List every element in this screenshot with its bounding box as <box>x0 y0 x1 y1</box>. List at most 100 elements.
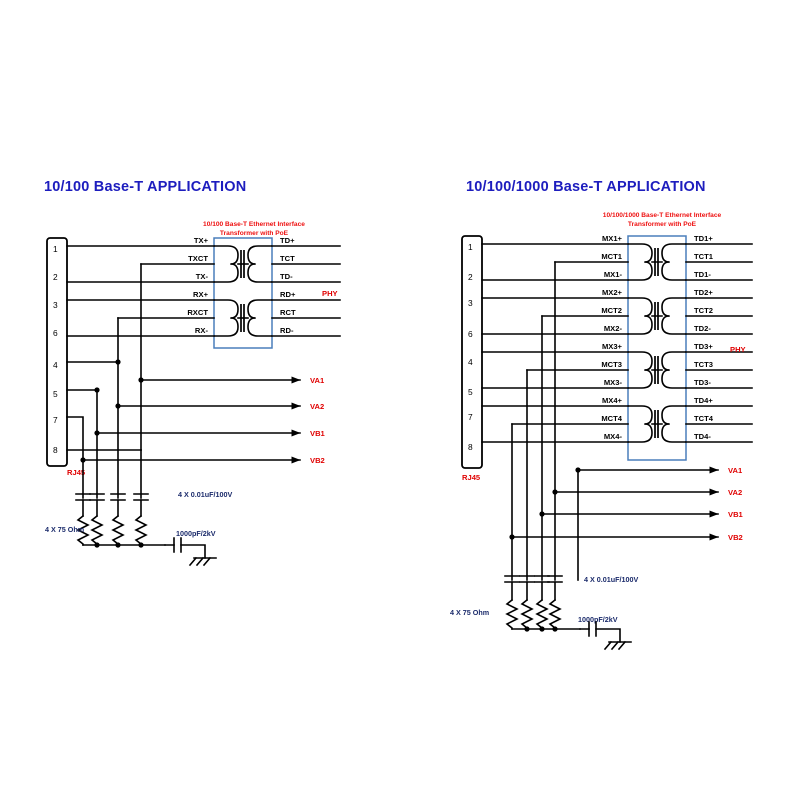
phy-label-left: PHY <box>322 289 338 298</box>
transformer-left-rx <box>213 299 273 337</box>
signal-right-tct4: TCT4 <box>694 414 714 423</box>
signal-left-rxct: RXCT <box>187 308 208 317</box>
signal-left-mx1-plus: MX1+ <box>602 234 623 243</box>
signal-left-tx-minus: TX- <box>196 272 209 281</box>
note-right-hvcap: 1000pF/2kV <box>578 615 618 624</box>
rail-label-right-va1: VA1 <box>728 466 743 475</box>
note-left-resistors: 4 X 75 Ohm <box>45 525 84 534</box>
signal-right-rct: RCT <box>280 308 296 317</box>
transformer-note-left-line2: Transformer with PoE <box>220 230 289 237</box>
junction-dot <box>539 511 545 517</box>
signal-left-mx2-plus: MX2+ <box>602 288 623 297</box>
pin-right-5: 5 <box>468 387 473 397</box>
signal-left-mx2-minus: MX2- <box>604 324 623 333</box>
pin-right-4: 4 <box>468 357 473 367</box>
pin-right-8: 8 <box>468 442 473 452</box>
pin-right-7: 7 <box>468 412 473 422</box>
junction-dot <box>115 403 121 409</box>
junction-dot <box>94 542 100 548</box>
signal-left-tx-plus: TX+ <box>194 236 209 245</box>
transformer-left-tx <box>213 245 273 283</box>
rail-label-right-vb2: VB2 <box>728 533 743 542</box>
page-title-right: 10/100/1000 Base-T APPLICATION <box>466 179 706 195</box>
signal-left-mx3-plus: MX3+ <box>602 342 623 351</box>
hv-capacitor-right <box>579 621 621 643</box>
transformer-note-right-line2: Transformer with PoE <box>628 221 697 228</box>
junction-dot <box>524 626 530 632</box>
signal-right-rd-minus: RD- <box>280 326 294 335</box>
junction-dot <box>552 489 558 495</box>
pin-right-6: 6 <box>468 329 473 339</box>
signal-right-tct3: TCT3 <box>694 360 713 369</box>
pin-left-2: 2 <box>53 272 58 282</box>
pin-left-5: 5 <box>53 389 58 399</box>
diagram-left: 10/100 Base-T APPLICATION 10/100 Base-T … <box>44 179 341 567</box>
transformer-right-3 <box>627 351 687 389</box>
junction-dot <box>552 626 558 632</box>
signal-right-td-minus: TD- <box>280 272 293 281</box>
junction-dot <box>94 387 100 393</box>
rj45-label-left: RJ45 <box>67 468 86 477</box>
note-left-caps: 4 X 0.01uF/100V <box>178 490 233 499</box>
signal-right-td4-minus: TD4- <box>694 432 711 441</box>
signal-left-txct: TXCT <box>188 254 208 263</box>
signal-right-tct: TCT <box>280 254 295 263</box>
pin-right-3: 3 <box>468 298 473 308</box>
signal-left-mct2: MCT2 <box>601 306 622 315</box>
phy-label-right: PHY <box>730 345 746 354</box>
transformer-box-left <box>213 237 273 349</box>
ground-symbol-right <box>603 640 632 651</box>
transformer-right-4 <box>627 405 687 443</box>
signal-right-td3-minus: TD3- <box>694 378 711 387</box>
pin-right-2: 2 <box>468 272 473 282</box>
junction-dot <box>115 542 121 548</box>
transformer-box-right <box>627 235 687 461</box>
junction-dot <box>138 542 144 548</box>
pin-left-8: 8 <box>53 445 58 455</box>
rj45-label-right: RJ45 <box>462 473 481 482</box>
signal-left-rx-plus: RX+ <box>193 290 209 299</box>
signal-right-td-plus: TD+ <box>280 236 295 245</box>
transformer-note-left-line1: 10/100 Base-T Ethernet Interface <box>203 221 305 228</box>
junction-dot <box>115 359 121 365</box>
signal-right-td3-plus: TD3+ <box>694 342 713 351</box>
signal-right-td2-minus: TD2- <box>694 324 711 333</box>
signal-left-mct1: MCT1 <box>601 252 622 261</box>
signal-left-mx4-plus: MX4+ <box>602 396 623 405</box>
junction-dot <box>509 534 515 540</box>
signal-left-rx-minus: RX- <box>195 326 209 335</box>
pin-left-7: 7 <box>53 415 58 425</box>
cap-bank-right <box>504 575 563 601</box>
diagram-right: 10/100/1000 Base-T APPLICATION 10/100/10… <box>450 179 753 651</box>
resistor-bank-right <box>505 598 562 630</box>
signal-right-td1-plus: TD1+ <box>694 234 713 243</box>
signal-right-tct2: TCT2 <box>694 306 713 315</box>
transformer-note-right-line1: 10/100/1000 Base-T Ethernet Interface <box>603 212 722 219</box>
junction-dot <box>138 377 144 383</box>
ground-symbol-left <box>188 556 217 567</box>
rail-label-left-vb1: VB1 <box>310 429 326 438</box>
pin-right-1: 1 <box>468 242 473 252</box>
signal-right-tct1: TCT1 <box>694 252 714 261</box>
signal-left-mx3-minus: MX3- <box>604 378 623 387</box>
note-right-caps: 4 X 0.01uF/100V <box>584 575 639 584</box>
hv-capacitor-left <box>164 537 206 559</box>
rj45-connector-right <box>461 235 483 469</box>
rj45-connector-left <box>46 237 68 467</box>
junction-dot <box>539 626 545 632</box>
pin-left-3: 3 <box>53 300 58 310</box>
signal-right-td2-plus: TD2+ <box>694 288 713 297</box>
rail-label-left-vb2: VB2 <box>310 456 325 465</box>
signal-left-mct4: MCT4 <box>601 414 622 423</box>
rail-label-left-va2: VA2 <box>310 402 324 411</box>
resistor-bank-left <box>76 514 148 546</box>
junction-dot <box>94 430 100 436</box>
signal-right-rd-plus: RD+ <box>280 290 296 299</box>
transformer-right-1 <box>627 243 687 281</box>
cap-bank-left <box>75 493 149 517</box>
note-left-hvcap: 1000pF/2kV <box>176 529 216 538</box>
junction-dot <box>80 457 86 463</box>
note-right-resistors: 4 X 75 Ohm <box>450 608 489 617</box>
